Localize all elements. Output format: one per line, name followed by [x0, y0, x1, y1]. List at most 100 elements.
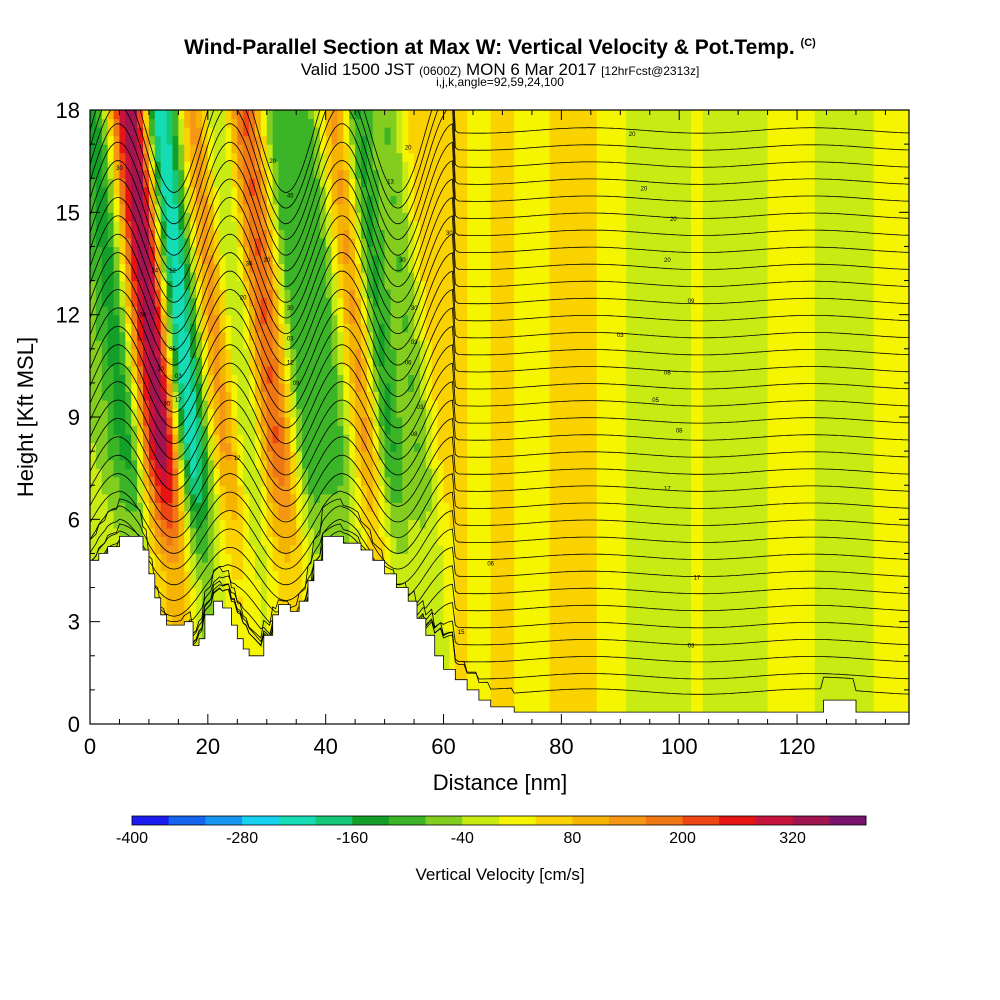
velocity-cell	[325, 399, 333, 410]
velocity-cell	[119, 365, 126, 375]
velocity-cell	[154, 502, 162, 512]
velocity-cell	[249, 382, 256, 393]
velocity-cell	[213, 195, 221, 205]
velocity-cell	[101, 323, 109, 333]
velocity-cell	[361, 186, 368, 196]
velocity-cell	[313, 246, 321, 256]
velocity-cell	[308, 519, 315, 529]
velocity-cell	[490, 672, 498, 682]
velocity-cell	[478, 272, 486, 282]
velocity-cell	[125, 510, 132, 520]
velocity-cell	[207, 399, 215, 410]
velocity-cell	[178, 348, 185, 358]
velocity-cell	[125, 144, 132, 154]
velocity-cell	[260, 519, 268, 529]
velocity-cell	[437, 442, 445, 452]
velocity-cell	[207, 434, 215, 444]
velocity-cell	[384, 203, 392, 213]
velocity-cell	[443, 561, 451, 572]
velocity-cell	[402, 510, 409, 520]
velocity-cell	[266, 442, 274, 452]
velocity-cell	[272, 229, 280, 239]
velocity-cell	[478, 672, 486, 682]
velocity-cell	[467, 476, 474, 486]
velocity-cell	[372, 203, 380, 213]
velocity-cell	[178, 220, 185, 230]
velocity-cell	[484, 604, 492, 614]
velocity-cell	[219, 263, 227, 273]
velocity-cell	[231, 451, 238, 461]
velocity-cell	[196, 331, 203, 341]
velocity-cell	[125, 110, 132, 120]
velocity-cell	[249, 127, 256, 137]
velocity-cell	[243, 468, 250, 478]
velocity-cell	[302, 476, 309, 486]
velocity-cell	[443, 169, 451, 179]
velocity-cell	[384, 110, 392, 120]
velocity-cell	[107, 306, 115, 316]
velocity-cell	[461, 374, 468, 384]
velocity-cell	[278, 357, 286, 367]
velocity-cell	[337, 391, 344, 401]
velocity-cell	[308, 306, 315, 316]
velocity-cell	[231, 297, 238, 307]
velocity-cell	[308, 237, 315, 248]
velocity-cell	[449, 570, 456, 580]
velocity-cell	[184, 451, 191, 461]
velocity-cell	[425, 544, 433, 555]
velocity-cell	[319, 127, 327, 137]
velocity-cell	[478, 527, 486, 537]
velocity-cell	[107, 468, 115, 478]
velocity-cell	[484, 195, 492, 205]
velocity-cell	[296, 519, 303, 529]
velocity-cell	[431, 527, 439, 537]
velocity-cell	[137, 408, 144, 418]
velocity-cell	[184, 561, 191, 572]
velocity-cell	[178, 459, 185, 469]
velocity-cell	[443, 152, 451, 162]
velocity-cell	[284, 212, 291, 222]
velocity-cell	[107, 110, 115, 120]
velocity-cell	[148, 502, 156, 512]
velocity-cell	[302, 212, 309, 222]
velocity-cell	[437, 289, 445, 299]
velocity-cell	[402, 203, 409, 213]
velocity-cell	[119, 442, 126, 452]
velocity-cell	[272, 144, 280, 154]
velocity-cell	[254, 630, 262, 640]
velocity-cell	[349, 442, 356, 452]
velocity-cell	[237, 280, 244, 290]
velocity-cell	[313, 289, 321, 299]
velocity-cell	[225, 127, 233, 137]
velocity-cell	[396, 510, 403, 520]
velocity-cell	[243, 613, 250, 623]
velocity-cell	[461, 169, 468, 179]
velocity-cell	[184, 340, 191, 350]
velocity-cell	[478, 348, 486, 358]
velocity-cell	[207, 604, 215, 614]
velocity-cell	[125, 306, 132, 316]
velocity-cell	[402, 519, 409, 529]
velocity-cell	[290, 417, 297, 427]
velocity-cell	[449, 425, 456, 435]
velocity-cell	[296, 417, 303, 427]
velocity-cell	[125, 323, 132, 333]
velocity-cell	[490, 246, 498, 256]
velocity-cell	[313, 127, 321, 137]
velocity-cell	[313, 485, 321, 495]
velocity-cell	[308, 340, 315, 350]
velocity-cell	[266, 493, 274, 503]
velocity-cell	[219, 536, 227, 546]
velocity-cell	[166, 195, 174, 205]
velocity-cell	[313, 493, 321, 503]
velocity-cell	[325, 229, 333, 239]
velocity-cell	[148, 553, 156, 563]
velocity-cell	[119, 391, 126, 401]
velocity-cell	[101, 340, 109, 350]
velocity-cell	[484, 579, 492, 589]
velocity-cell	[396, 340, 403, 350]
velocity-cell	[467, 468, 474, 478]
velocity-cell	[408, 536, 415, 546]
velocity-cell	[290, 110, 297, 120]
velocity-cell	[196, 127, 203, 137]
